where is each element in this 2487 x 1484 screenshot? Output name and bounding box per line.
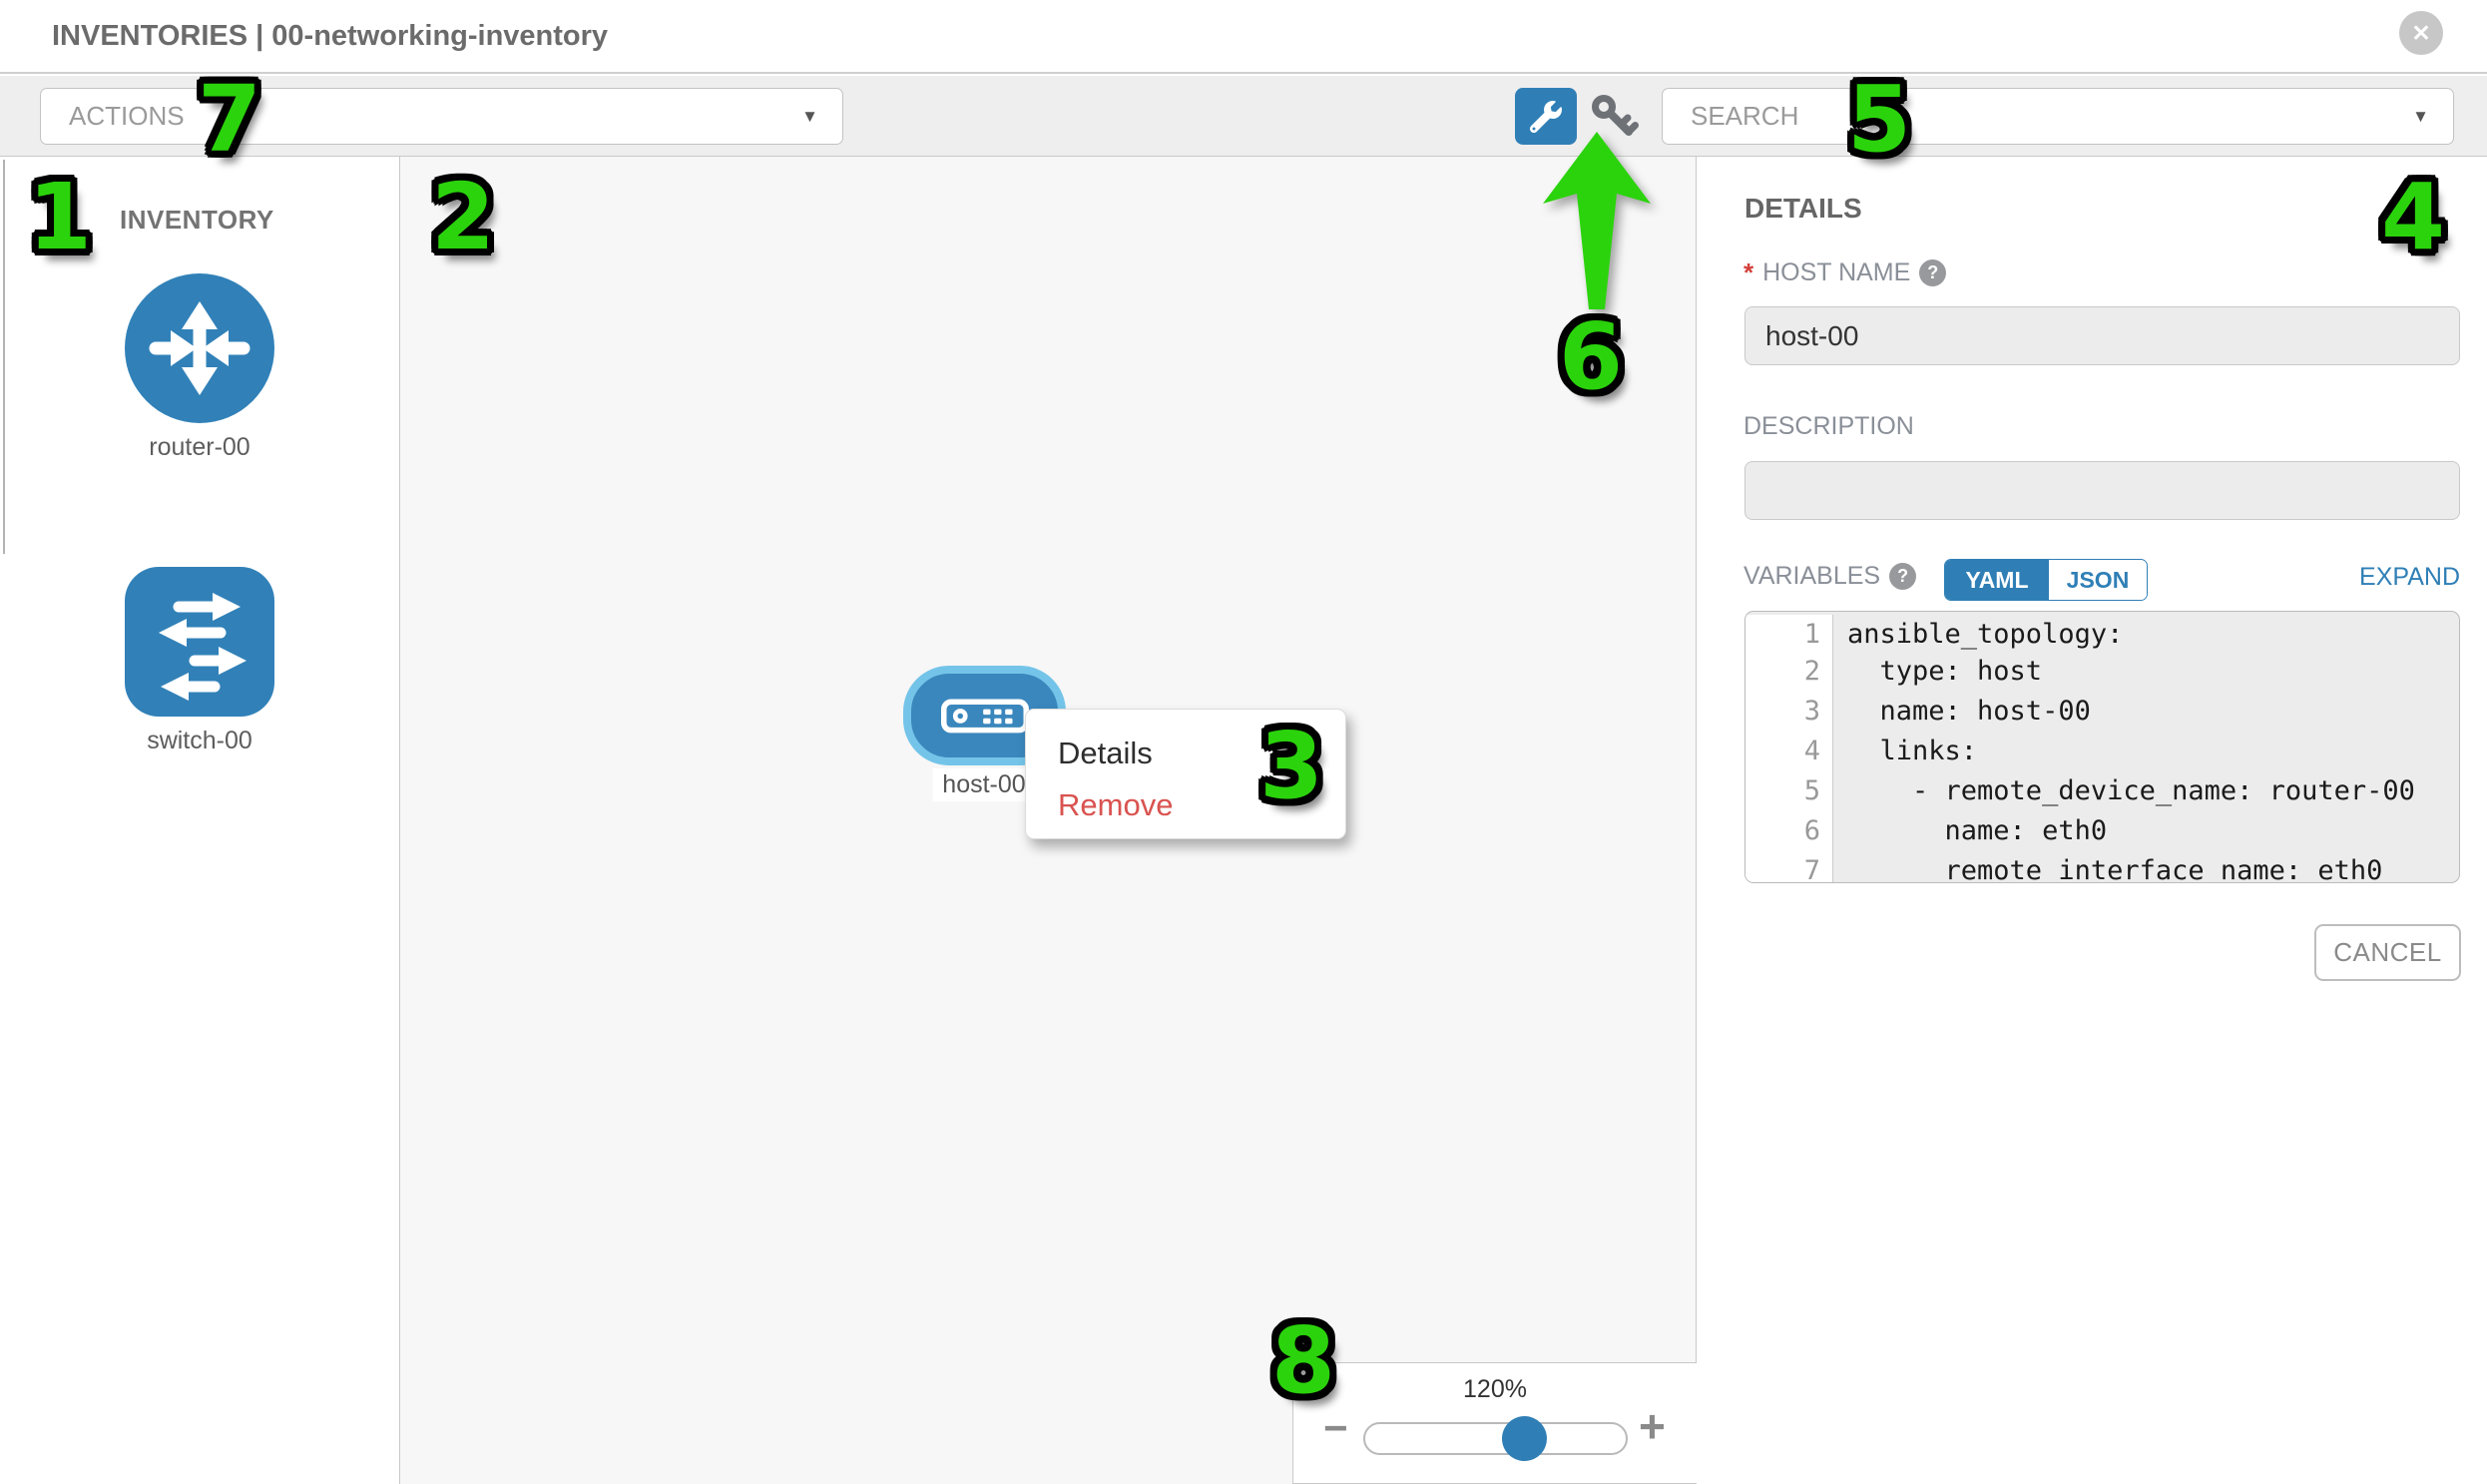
editor-line: 4 links:: [1745, 732, 2459, 771]
actions-dropdown-label: ACTIONS: [69, 101, 185, 131]
details-panel: DETAILS * HOST NAME ? host-00 DESCRIPTIO…: [1698, 157, 2487, 1484]
cancel-button[interactable]: CANCEL: [2314, 924, 2461, 981]
required-marker: *: [1743, 257, 1754, 287]
context-menu-item-details[interactable]: Details: [1058, 736, 1153, 770]
context-menu: Details Remove: [1025, 709, 1346, 839]
topology-canvas[interactable]: host-00 Details Remove 120% − +: [400, 157, 1697, 1484]
router-icon: [125, 273, 274, 423]
search-dropdown-label: SEARCH: [1691, 101, 1799, 131]
line-code: - remote_device_name: router-00: [1847, 775, 2415, 806]
zoom-control-panel: 120% − +: [1292, 1362, 1697, 1484]
line-code: ansible_topology:: [1847, 619, 2124, 650]
json-toggle-button[interactable]: JSON: [2049, 560, 2147, 600]
host-name-label-row: * HOST NAME ?: [1743, 257, 1947, 288]
variables-format-toggle: YAML JSON: [1944, 559, 2148, 601]
variables-label-row: VARIABLES ?: [1743, 562, 1917, 591]
host-node-label: host-00: [932, 768, 1036, 801]
line-code: links:: [1847, 736, 1978, 766]
editor-line: 6 name: eth0: [1745, 811, 2459, 851]
variables-code-editor[interactable]: 1 ansible_topology: 2 type: host 3 name:…: [1744, 611, 2460, 883]
palette-item-router[interactable]: router-00: [125, 273, 274, 462]
line-number: 2: [1745, 652, 1833, 692]
close-button[interactable]: ✕: [2399, 11, 2443, 55]
details-panel-title: DETAILS: [1744, 193, 1862, 224]
switch-label: switch-00: [147, 727, 252, 754]
search-dropdown[interactable]: SEARCH ▼: [1662, 88, 2454, 145]
editor-line: 1 ansible_topology:: [1745, 612, 2459, 652]
help-icon[interactable]: ?: [1919, 259, 1947, 286]
breadcrumb: INVENTORIES | 00-networking-inventory: [52, 20, 609, 52]
zoom-in-button[interactable]: +: [1639, 1400, 1666, 1452]
yaml-toggle-button[interactable]: YAML: [1945, 560, 2049, 600]
actions-dropdown[interactable]: ACTIONS ▼: [40, 88, 843, 145]
expand-link[interactable]: EXPAND: [2359, 563, 2460, 591]
editor-line: 3 name: host-00: [1745, 692, 2459, 732]
zoom-level-value: 120%: [1463, 1375, 1527, 1403]
switch-icon: [125, 567, 274, 717]
host-name-field[interactable]: host-00: [1744, 306, 2460, 365]
page-header: INVENTORIES | 00-networking-inventory ✕: [0, 0, 2487, 74]
credentials-key-button[interactable]: [1587, 90, 1641, 144]
description-label: DESCRIPTION: [1743, 412, 1914, 440]
variables-label: VARIABLES: [1743, 562, 1881, 590]
chevron-down-icon: ▼: [2412, 106, 2429, 126]
line-code: name: host-00: [1847, 696, 2091, 727]
line-number: 5: [1745, 771, 1833, 811]
context-menu-item-remove[interactable]: Remove: [1058, 787, 1174, 822]
wrench-icon: [1530, 100, 1562, 133]
line-code: type: host: [1847, 656, 2043, 687]
description-field[interactable]: [1744, 461, 2460, 520]
zoom-out-button[interactable]: −: [1323, 1404, 1348, 1451]
description-label-row: DESCRIPTION: [1743, 412, 1914, 441]
host-name-value: host-00: [1765, 319, 1859, 351]
line-number: 1: [1745, 615, 1833, 652]
editor-line: 5 - remote_device_name: router-00: [1745, 771, 2459, 811]
sidebar-title: INVENTORY: [120, 205, 274, 235]
help-icon[interactable]: ?: [1889, 563, 1917, 590]
inventory-sidebar: INVENTORY: [0, 157, 400, 1484]
host-server-icon: [940, 699, 1029, 734]
palette-item-switch[interactable]: switch-00: [125, 567, 274, 755]
editor-line: 7 remote_interface_name: eth0: [1745, 851, 2459, 883]
close-icon: ✕: [2411, 19, 2431, 46]
sidebar-edge-divider: [3, 160, 5, 554]
chevron-down-icon: ▼: [801, 106, 818, 126]
host-name-label: HOST NAME: [1762, 258, 1911, 286]
router-label: router-00: [149, 433, 250, 461]
zoom-slider-track[interactable]: [1363, 1416, 1628, 1461]
tools-button[interactable]: [1515, 88, 1577, 145]
line-code: name: eth0: [1847, 815, 2108, 846]
line-number: 7: [1745, 851, 1833, 882]
line-number: 3: [1745, 692, 1833, 732]
toolbar: ACTIONS ▼ SEARCH ▼: [0, 76, 2487, 157]
line-number: 6: [1745, 811, 1833, 851]
key-icon: [1592, 95, 1639, 136]
editor-line: 2 type: host: [1745, 652, 2459, 692]
line-code: remote_interface_name: eth0: [1847, 855, 2383, 883]
zoom-slider-thumb[interactable]: [1502, 1416, 1547, 1461]
line-number: 4: [1745, 732, 1833, 771]
